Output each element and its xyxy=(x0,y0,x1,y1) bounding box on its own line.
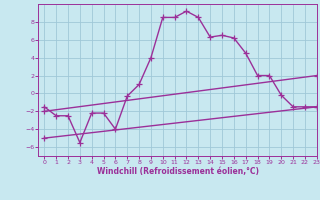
X-axis label: Windchill (Refroidissement éolien,°C): Windchill (Refroidissement éolien,°C) xyxy=(97,167,259,176)
